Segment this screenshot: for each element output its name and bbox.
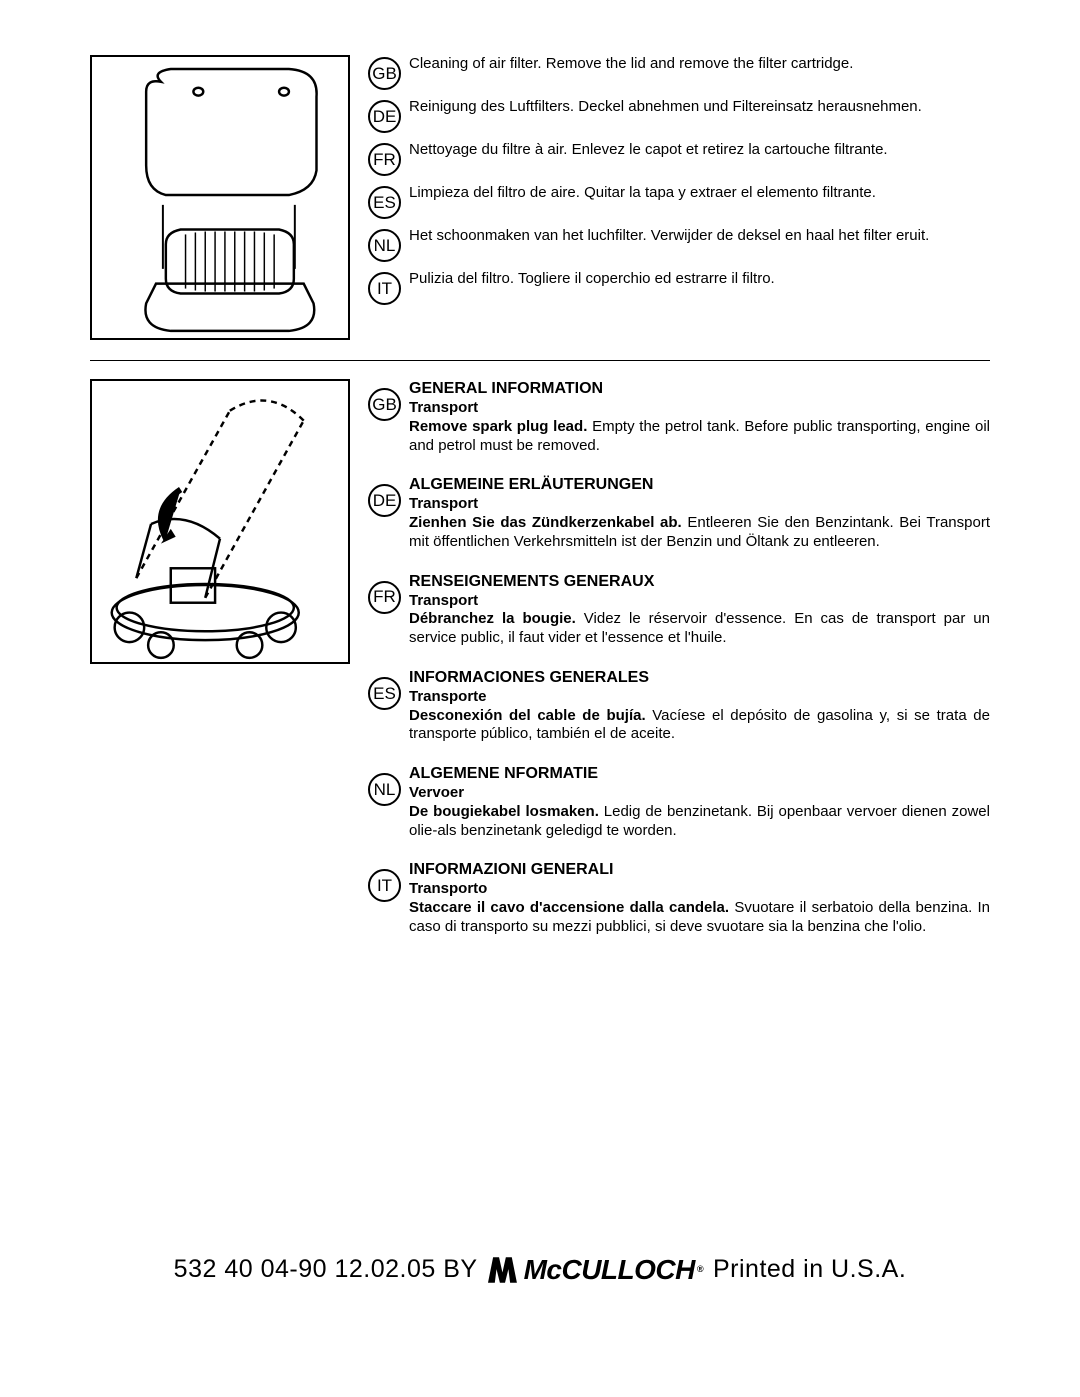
filter-text: Reinigung des Luftfilters. Deckel abnehm… xyxy=(409,98,990,117)
mower-illustration xyxy=(90,379,350,664)
info-title: ALGEMENE NFORMATIE xyxy=(409,764,990,784)
info-title: ALGEMEINE ERLÄUTERUNGEN xyxy=(409,475,990,495)
doc-code: 532 40 04-90 12.02.05 BY xyxy=(174,1254,478,1285)
page-footer: 532 40 04-90 12.02.05 BY McCULLOCH® Prin… xyxy=(0,1252,1080,1287)
filter-text: Pulizia del filtro. Togliere il coperchi… xyxy=(409,270,990,289)
lead: Débranchez la bougie. xyxy=(409,610,576,627)
info-subtitle: Transporto xyxy=(409,880,990,899)
filter-entry: GB Cleaning of air filter. Remove the li… xyxy=(368,55,990,90)
lang-badge: ES xyxy=(368,186,401,219)
printed-label: Printed in U.S.A. xyxy=(713,1254,906,1285)
info-body: Desconexión del cable de bujía. Vacíese … xyxy=(409,707,990,745)
info-section: GB GENERAL INFORMATION Transport Remove … xyxy=(90,379,990,957)
filter-text: Het schoonmaken van het luchfilter. Verw… xyxy=(409,227,990,246)
filter-text-column: GB Cleaning of air filter. Remove the li… xyxy=(368,55,990,313)
filter-text: Limpieza del filtro de aire. Quitar la t… xyxy=(409,184,990,203)
info-body: Remove spark plug lead. Empty the petrol… xyxy=(409,418,990,456)
info-entry: DE ALGEMEINE ERLÄUTERUNGEN Transport Zie… xyxy=(368,475,990,551)
filter-entry: FR Nettoyage du filtre à air. Enlevez le… xyxy=(368,141,990,176)
info-title: GENERAL INFORMATION xyxy=(409,379,990,399)
info-subtitle: Vervoer xyxy=(409,784,990,803)
filter-entry: IT Pulizia del filtro. Togliere il coper… xyxy=(368,270,990,305)
lang-badge: FR xyxy=(368,143,401,176)
info-entry: GB GENERAL INFORMATION Transport Remove … xyxy=(368,379,990,455)
lead: Desconexión del cable de bujía. xyxy=(409,707,646,724)
lang-badge: GB xyxy=(368,388,401,421)
info-text: INFORMAZIONI GENERALI Transporto Staccar… xyxy=(409,860,990,936)
info-text: RENSEIGNEMENTS GENERAUX Transport Débran… xyxy=(409,572,990,648)
info-body: Staccare il cavo d'accensione dalla cand… xyxy=(409,899,990,937)
registered-mark: ® xyxy=(697,1264,703,1275)
info-entry: FR RENSEIGNEMENTS GENERAUX Transport Déb… xyxy=(368,572,990,648)
lead: Zienhen Sie das Zündkerzenkabel ab. xyxy=(409,514,682,531)
info-subtitle: Transport xyxy=(409,592,990,611)
info-text: INFORMACIONES GENERALES Transporte Desco… xyxy=(409,668,990,744)
info-title: RENSEIGNEMENTS GENERAUX xyxy=(409,572,990,592)
lang-badge: DE xyxy=(368,100,401,133)
brand-text: McCULLOCH xyxy=(524,1252,695,1287)
info-title: INFORMACIONES GENERALES xyxy=(409,668,990,688)
info-subtitle: Transport xyxy=(409,399,990,418)
info-entry: NL ALGEMENE NFORMATIE Vervoer De bougiek… xyxy=(368,764,990,840)
lang-badge: IT xyxy=(368,869,401,902)
info-body: Zienhen Sie das Zündkerzenkabel ab. Entl… xyxy=(409,514,990,552)
info-body: Débranchez la bougie. Videz le réservoir… xyxy=(409,610,990,648)
mower-svg xyxy=(92,381,348,662)
filter-text: Cleaning of air filter. Remove the lid a… xyxy=(409,55,990,74)
divider xyxy=(90,360,990,361)
lang-badge: IT xyxy=(368,272,401,305)
filter-illustration xyxy=(90,55,350,340)
lang-badge: NL xyxy=(368,229,401,262)
brand-m-icon xyxy=(488,1257,522,1283)
info-subtitle: Transporte xyxy=(409,688,990,707)
info-text-column: GB GENERAL INFORMATION Transport Remove … xyxy=(368,379,990,957)
lead: De bougiekabel losmaken. xyxy=(409,803,599,820)
filter-section: GB Cleaning of air filter. Remove the li… xyxy=(90,55,990,340)
info-text: ALGEMEINE ERLÄUTERUNGEN Transport Zienhe… xyxy=(409,475,990,551)
lang-badge: NL xyxy=(368,773,401,806)
brand-logo: McCULLOCH® xyxy=(488,1252,703,1287)
info-entry: IT INFORMAZIONI GENERALI Transporto Stac… xyxy=(368,860,990,936)
filter-text: Nettoyage du filtre à air. Enlevez le ca… xyxy=(409,141,990,160)
info-text: ALGEMENE NFORMATIE Vervoer De bougiekabe… xyxy=(409,764,990,840)
lang-badge: FR xyxy=(368,581,401,614)
info-entry: ES INFORMACIONES GENERALES Transporte De… xyxy=(368,668,990,744)
filter-entry: DE Reinigung des Luftfilters. Deckel abn… xyxy=(368,98,990,133)
filter-entry: NL Het schoonmaken van het luchfilter. V… xyxy=(368,227,990,262)
lang-badge: GB xyxy=(368,57,401,90)
info-text: GENERAL INFORMATION Transport Remove spa… xyxy=(409,379,990,455)
air-filter-svg xyxy=(92,57,348,338)
filter-entry: ES Limpieza del filtro de aire. Quitar l… xyxy=(368,184,990,219)
lead: Remove spark plug lead. xyxy=(409,418,587,435)
info-title: INFORMAZIONI GENERALI xyxy=(409,860,990,880)
lead: Staccare il cavo d'accensione dalla cand… xyxy=(409,899,729,916)
lang-badge: DE xyxy=(368,484,401,517)
info-subtitle: Transport xyxy=(409,495,990,514)
info-body: De bougiekabel losmaken. Ledig de benzin… xyxy=(409,803,990,841)
lang-badge: ES xyxy=(368,677,401,710)
